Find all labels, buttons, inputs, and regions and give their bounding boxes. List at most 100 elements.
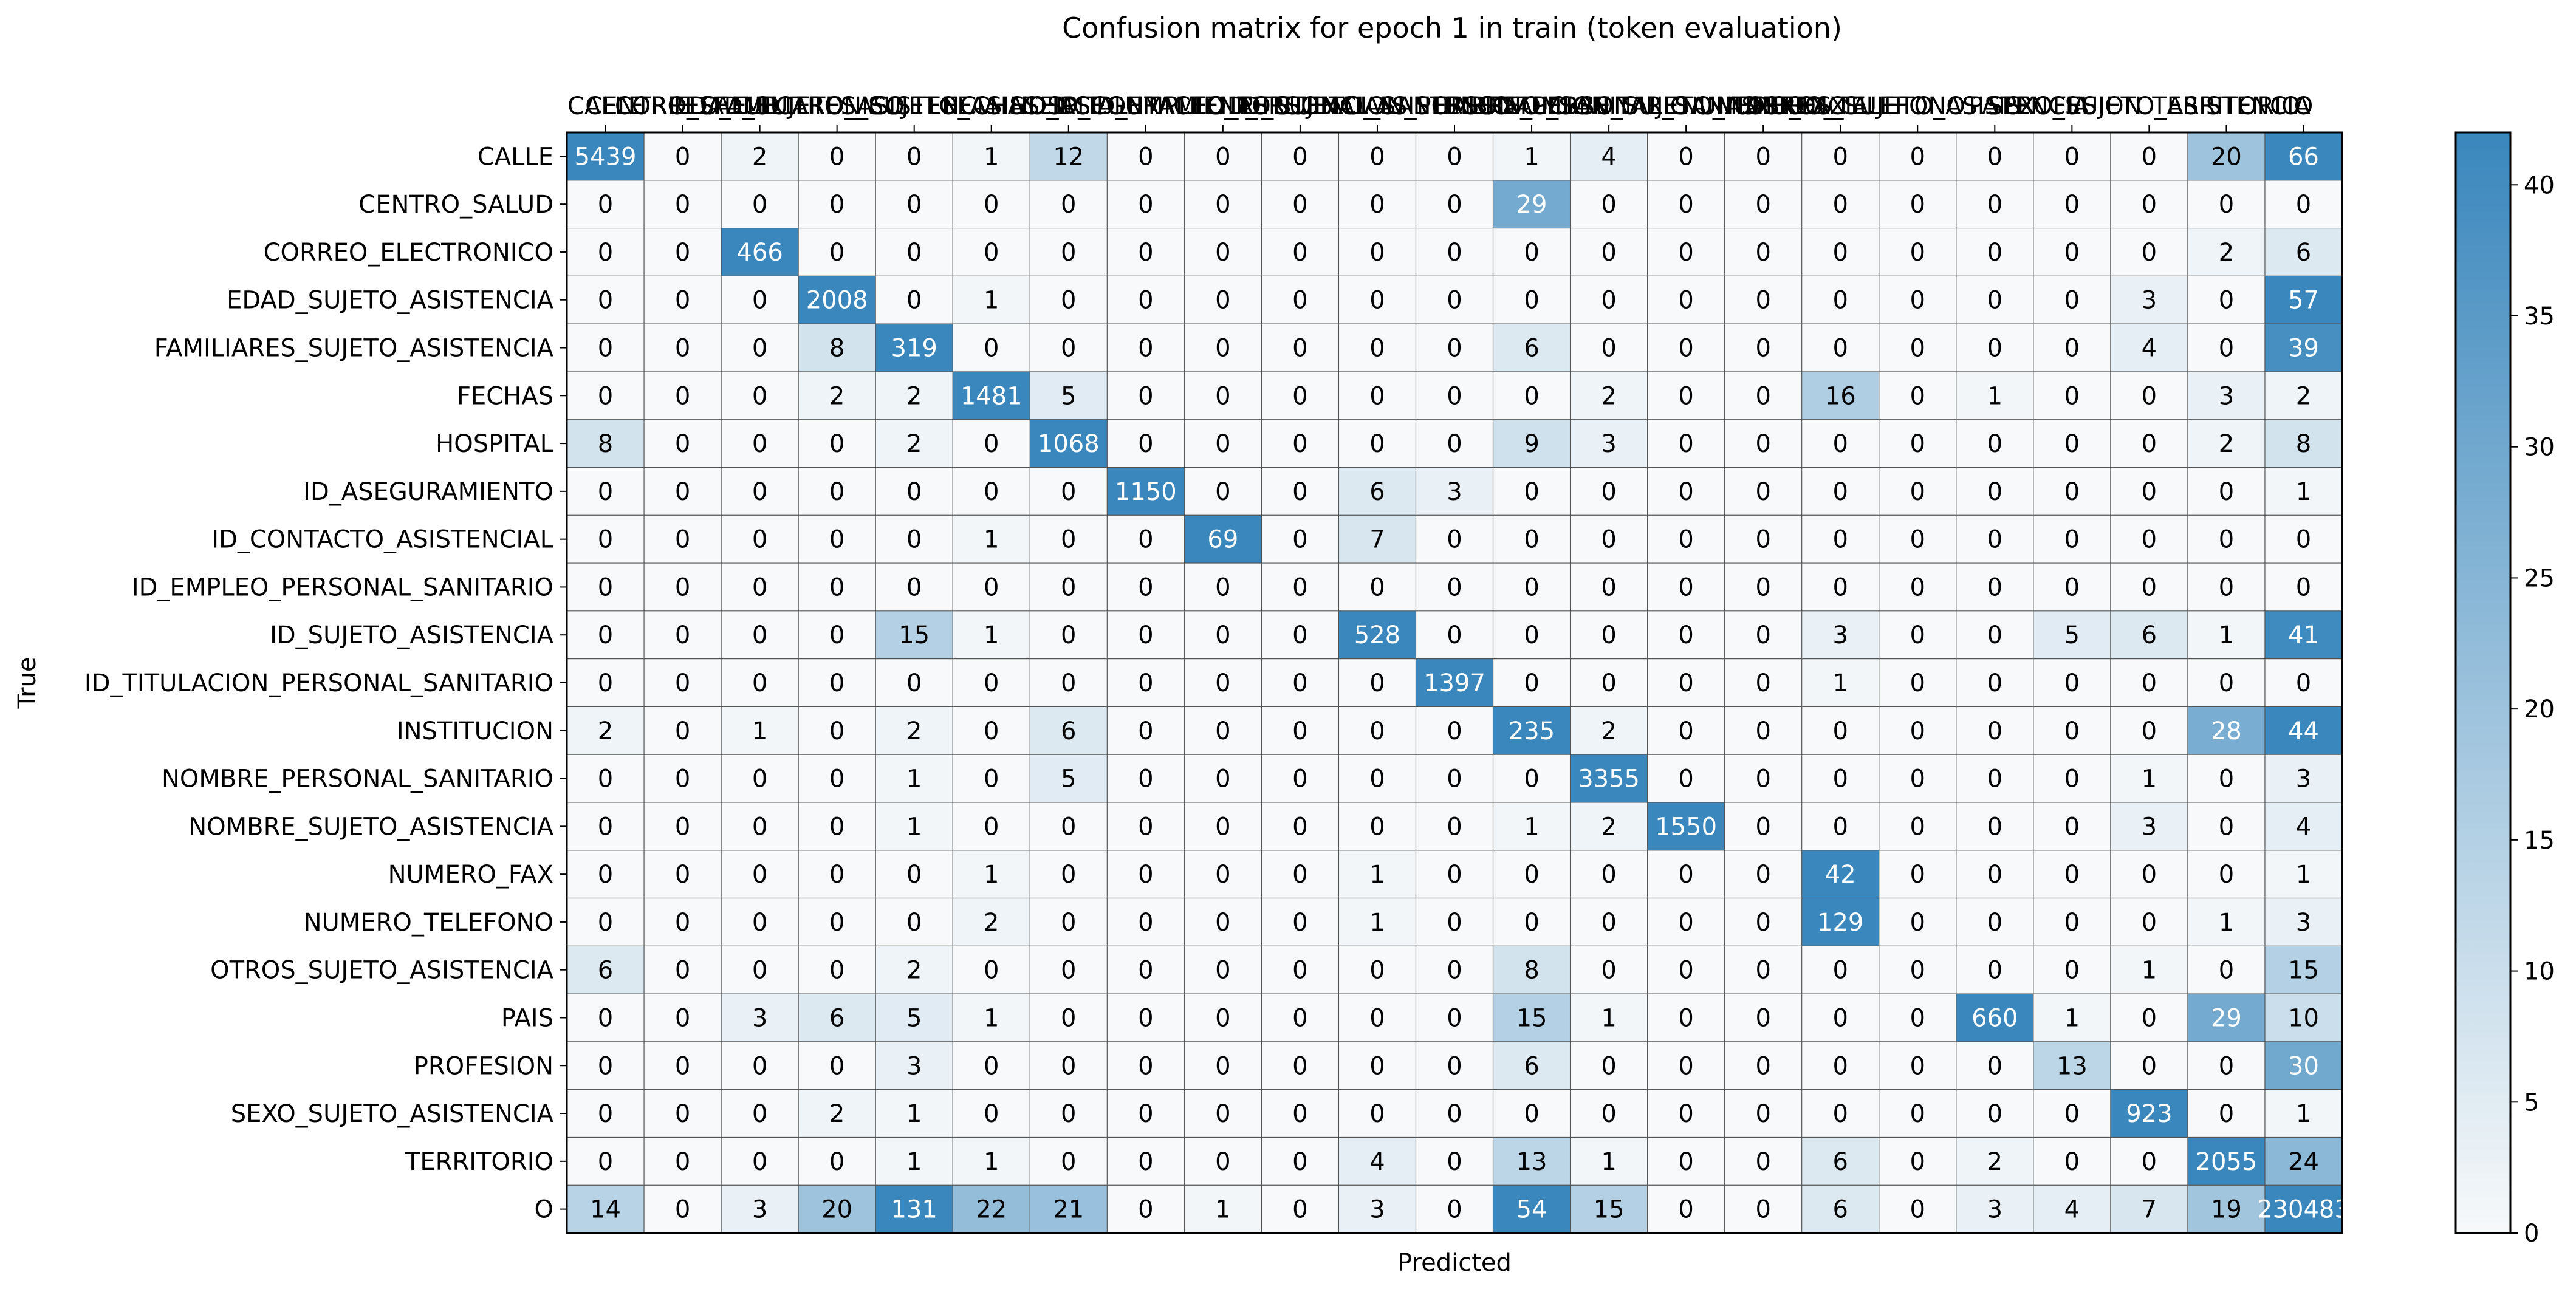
matrix-cell <box>1647 515 1725 564</box>
matrix-cell <box>1493 1041 1571 1090</box>
y-tick-label: SEXO_SUJETO_ASISTENCIA <box>231 1100 554 1128</box>
matrix-cell <box>1493 706 1571 755</box>
cell-value: 0 <box>1987 478 2002 506</box>
matrix-cell <box>2110 324 2188 372</box>
matrix-cell <box>2033 946 2111 994</box>
matrix-cell <box>567 850 645 899</box>
cell-value: 20 <box>2211 143 2242 171</box>
matrix-cell <box>1261 371 1339 420</box>
cell-value: 0 <box>906 669 922 697</box>
matrix-cell <box>798 228 876 276</box>
cell-value: 0 <box>2142 909 2157 937</box>
cell-value: 0 <box>829 957 844 985</box>
cell-value: 0 <box>1987 335 2002 363</box>
cell-value: 3 <box>2142 287 2157 315</box>
matrix-cell <box>1493 1137 1571 1186</box>
matrix-cell <box>1724 324 1803 372</box>
matrix-cell <box>1184 1185 1262 1234</box>
matrix-cell <box>1493 276 1571 324</box>
matrix-cell <box>875 850 953 899</box>
matrix-cell <box>953 706 1030 755</box>
cell-value: 0 <box>1138 717 1153 745</box>
x-tick-label: ID_EMPLEO_PERSONAL_SANITARIO <box>1089 92 1511 120</box>
matrix-cell <box>953 371 1030 420</box>
matrix-cell <box>1184 706 1262 755</box>
matrix-cell <box>1647 419 1725 468</box>
matrix-cell <box>567 371 645 420</box>
cell-value: 0 <box>2142 1052 2157 1080</box>
cell-value: 3 <box>1369 1196 1385 1224</box>
matrix-cell <box>1493 1185 1571 1234</box>
cell-value: 0 <box>752 1100 767 1128</box>
matrix-cell <box>798 802 876 851</box>
cell-value: 0 <box>1369 335 1385 363</box>
matrix-cell <box>1416 228 1494 276</box>
cell-value: 0 <box>1215 1100 1230 1128</box>
matrix-cell <box>1956 419 2034 468</box>
cell-value: 2 <box>1601 717 1616 745</box>
matrix-cell <box>1338 1137 1416 1186</box>
matrix-cell <box>1107 610 1185 660</box>
matrix-cell <box>1570 419 1648 468</box>
matrix-cell <box>1338 754 1416 803</box>
matrix-cell <box>1030 658 1108 707</box>
matrix-cell <box>2110 228 2188 276</box>
cell-value: 6 <box>1369 478 1385 506</box>
matrix-cell <box>1879 515 1957 564</box>
matrix-cell <box>1647 467 1725 516</box>
matrix-cell <box>2264 754 2343 803</box>
matrix-cell <box>567 180 645 229</box>
cell-value: 0 <box>1987 813 2002 841</box>
cell-value: 10 <box>2288 1004 2319 1032</box>
cell-value: 131 <box>891 1196 937 1224</box>
cell-value: 1 <box>1601 1004 1616 1032</box>
cell-value: 1 <box>1369 861 1385 889</box>
y-tick-label: NUMERO_FAX <box>388 861 553 889</box>
matrix-cell <box>1956 1089 2034 1138</box>
matrix-cell <box>1956 132 2034 181</box>
matrix-cell <box>1261 706 1339 755</box>
matrix-cell <box>1030 324 1108 372</box>
cell-value: 0 <box>675 1148 690 1176</box>
matrix-cell <box>644 946 722 994</box>
cell-value: 0 <box>2219 669 2234 697</box>
cell-value: 0 <box>1987 143 2002 171</box>
matrix-cell <box>1416 563 1494 612</box>
matrix-cell <box>2033 754 2111 803</box>
cell-value: 42 <box>1825 861 1856 889</box>
matrix-cell <box>953 754 1030 803</box>
matrix-cell <box>798 898 876 946</box>
cell-value: 0 <box>2219 526 2234 554</box>
cell-value: 0 <box>1910 335 1925 363</box>
cell-value: 0 <box>1138 1196 1153 1224</box>
matrix-cell <box>1570 467 1648 516</box>
matrix-cell <box>1030 1089 1108 1138</box>
cell-value: 129 <box>1817 909 1863 937</box>
matrix-cell <box>2110 610 2188 660</box>
cell-value: 0 <box>1678 1100 1693 1128</box>
matrix-cell <box>953 515 1030 564</box>
matrix-cell <box>875 515 953 564</box>
matrix-cell <box>1724 371 1803 420</box>
matrix-cell <box>1647 1137 1725 1186</box>
cell-value: 0 <box>1215 143 1230 171</box>
matrix-cell <box>1879 706 1957 755</box>
cell-value: 0 <box>1601 909 1616 937</box>
matrix-cell <box>1030 994 1108 1042</box>
cell-value: 0 <box>1061 1100 1076 1128</box>
x-tick-label: NOMBRE_PERSONAL_SANITARIO <box>1413 92 1805 120</box>
cell-value: 0 <box>1061 669 1076 697</box>
cell-value: 0 <box>829 765 844 793</box>
cell-value: 0 <box>2219 287 2234 315</box>
cell-value: 0 <box>1524 909 1539 937</box>
matrix-cell <box>1956 228 2034 276</box>
cell-value: 0 <box>2064 239 2080 267</box>
matrix-cell <box>721 515 799 564</box>
cell-value: 0 <box>675 430 690 458</box>
cell-value: 0 <box>1447 335 1462 363</box>
matrix-cell <box>1570 515 1648 564</box>
matrix-cell <box>1801 228 1880 276</box>
matrix-cell <box>1956 850 2034 899</box>
matrix-cell <box>2187 850 2266 899</box>
matrix-cell <box>2264 180 2343 229</box>
